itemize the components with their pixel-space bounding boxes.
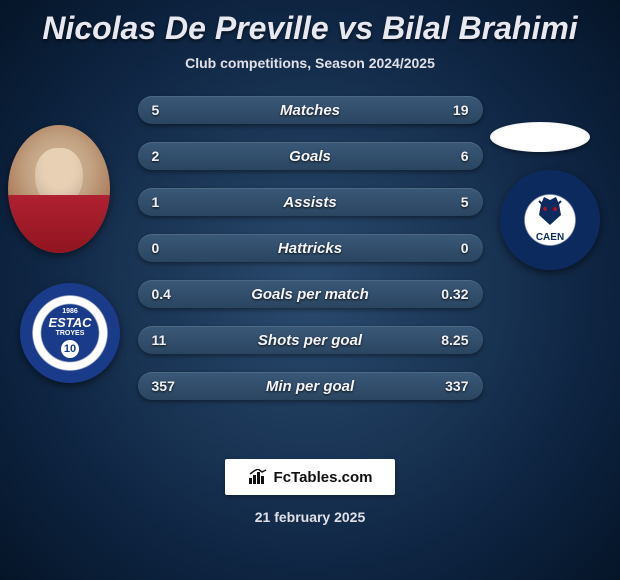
stat-row: 11 Shots per goal 8.25	[138, 326, 483, 354]
player-right-placeholder	[490, 122, 590, 152]
page-title: Nicolas De Preville vs Bilal Brahimi	[0, 0, 620, 47]
stat-label: Shots per goal	[138, 332, 483, 349]
stat-label: Assists	[138, 194, 483, 211]
brand-badge[interactable]: FcTables.com	[225, 459, 395, 495]
stat-row: 0.4 Goals per match 0.32	[138, 280, 483, 308]
club-badge-left: 1986 ESTAC TROYES 10	[20, 283, 120, 383]
viking-icon	[533, 197, 567, 227]
brand-text: FcTables.com	[274, 469, 373, 486]
subtitle: Club competitions, Season 2024/2025	[0, 55, 620, 71]
stat-row: 357 Min per goal 337	[138, 372, 483, 400]
stat-row: 0 Hattricks 0	[138, 234, 483, 262]
stat-label: Matches	[138, 102, 483, 119]
club-badge-left-text: 1986 ESTAC TROYES 10	[48, 308, 91, 358]
stat-label: Goals	[138, 148, 483, 165]
stat-label: Goals per match	[138, 286, 483, 303]
club-badge-right-text: CAEN	[533, 197, 567, 243]
club-badge-right: CAEN	[500, 170, 600, 270]
stat-label: Hattricks	[138, 240, 483, 257]
footer-date: 21 february 2025	[0, 509, 620, 525]
player-left-avatar	[8, 125, 110, 253]
brand-chart-icon	[248, 469, 268, 485]
comparison-card: Nicolas De Preville vs Bilal Brahimi Clu…	[0, 0, 620, 580]
stat-row: 1 Assists 5	[138, 188, 483, 216]
stat-label: Min per goal	[138, 378, 483, 395]
stat-row: 2 Goals 6	[138, 142, 483, 170]
stat-row: 5 Matches 19	[138, 96, 483, 124]
